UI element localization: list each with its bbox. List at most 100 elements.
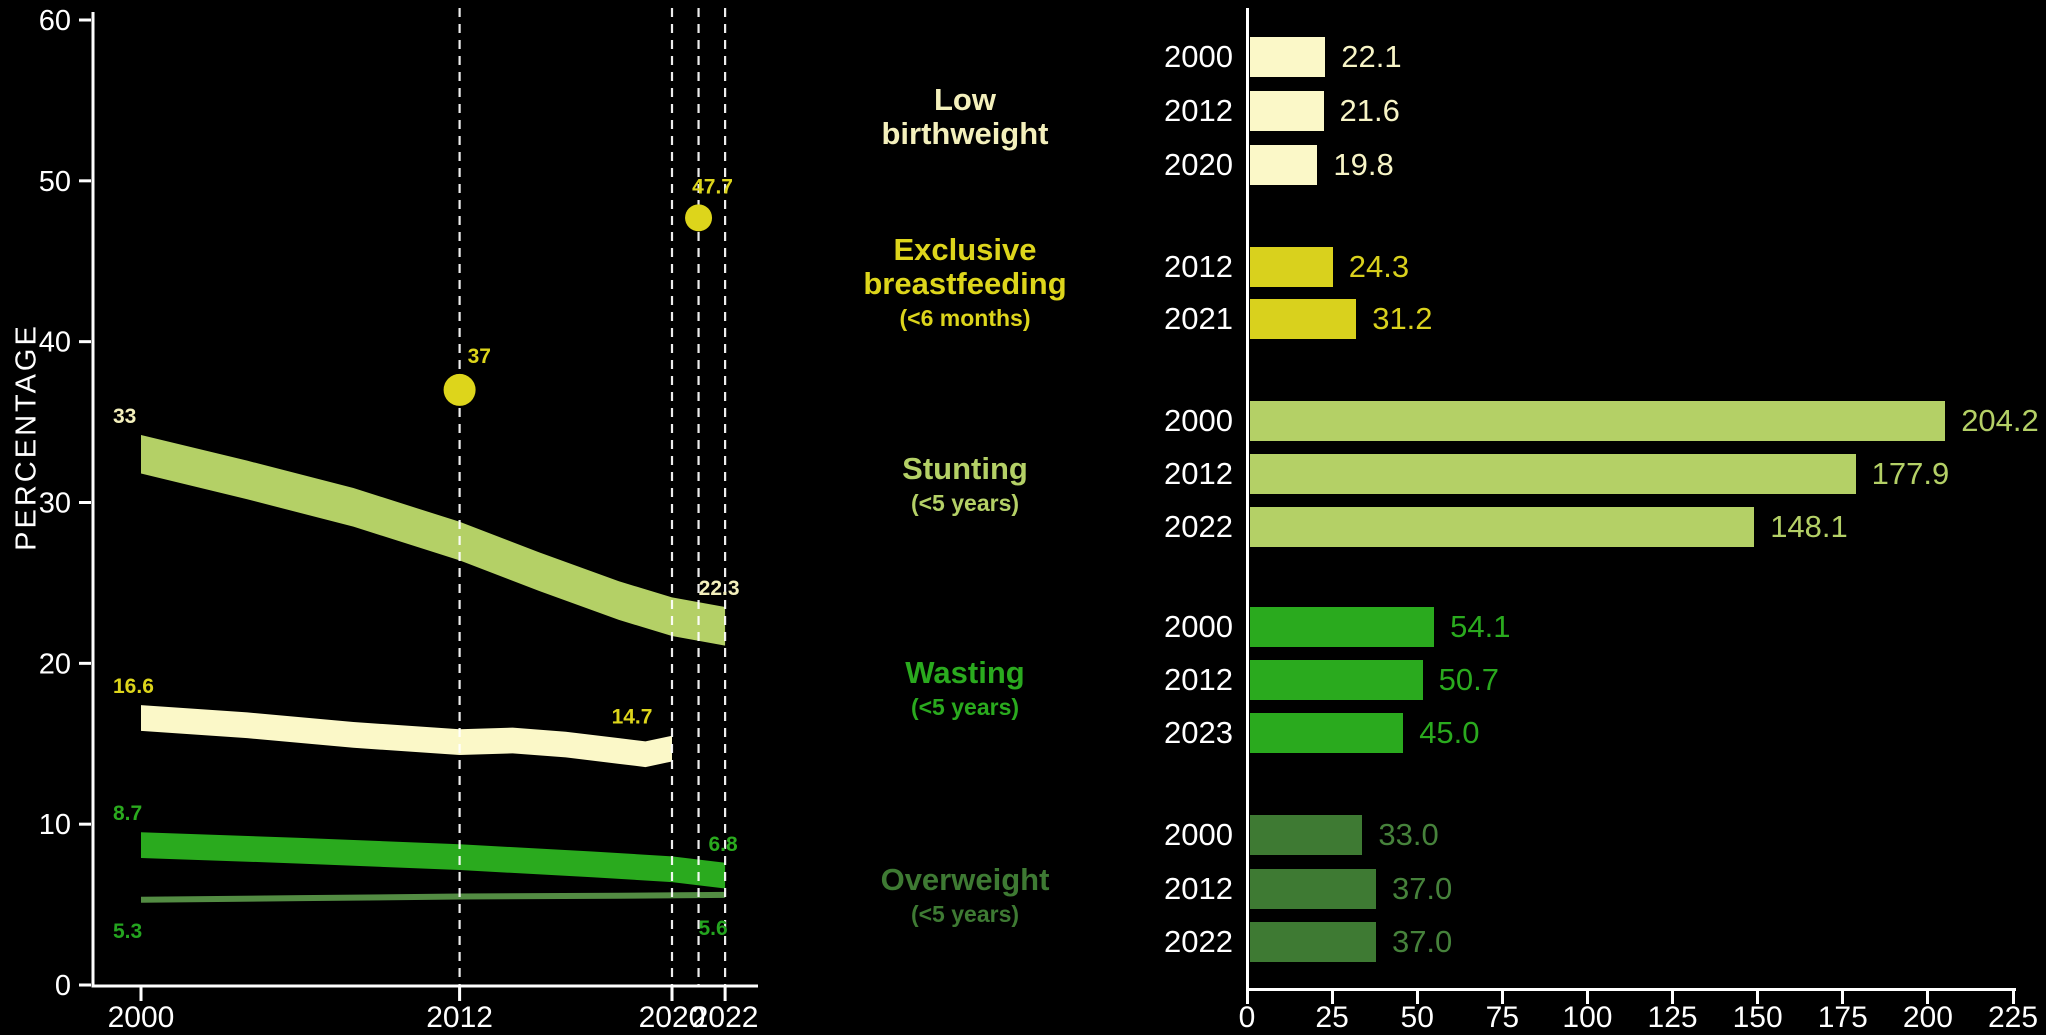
bar-low-birthweight-2020 [1250, 145, 1318, 185]
bar-year-label-overweight-2000: 2000 [1164, 817, 1233, 852]
band-stunting [141, 434, 726, 646]
bar-x-tick [1926, 991, 1930, 1004]
bar-value-overweight-2022: 37.0 [1391, 924, 1453, 959]
data-label: 33 [113, 405, 136, 428]
bar-y-axis-line [1246, 8, 1249, 991]
bar-x-tick-label: 75 [1485, 1001, 1520, 1034]
bar-x-tick [1245, 991, 1249, 1004]
bar-year-label-wasting-2023: 2023 [1164, 715, 1233, 750]
x-tick-label: 2020 [639, 1001, 706, 1034]
y-tick-label: 60 [39, 5, 71, 37]
breastfeeding-dot-2021 [685, 204, 713, 232]
y-axis-title: PERCENTAGE [10, 323, 43, 551]
y-tick-label: 40 [39, 327, 71, 359]
bar-year-label-stunting-2012: 2012 [1164, 456, 1233, 491]
data-label: 14.7 [612, 706, 653, 729]
category-sublabel: (<6 months) [899, 305, 1031, 331]
category-label-line: breastfeeding [863, 266, 1067, 301]
bar-value-wasting-2000: 54.1 [1450, 609, 1511, 644]
bar-x-tick-label: 50 [1400, 1001, 1434, 1034]
bar-x-tick [1671, 991, 1675, 1004]
data-label: 22.3 [699, 577, 740, 600]
bar-value-exclusive-breastfeeding-2012: 24.3 [1348, 249, 1410, 284]
bar-exclusive-breastfeeding-2012 [1250, 247, 1333, 287]
category-sublabel: (<5 years) [910, 490, 1020, 516]
bar-value-stunting-2012: 177.9 [1871, 456, 1950, 491]
bar-year-label-overweight-2012: 2012 [1164, 871, 1233, 906]
category-label-line: Stunting [902, 451, 1028, 486]
bar-low-birthweight-2000 [1250, 37, 1326, 77]
category-label-line: Exclusive [893, 232, 1037, 267]
bar-x-tick-label: 25 [1315, 1001, 1349, 1034]
y-tick-label: 0 [55, 970, 71, 1002]
bar-year-label-low-birthweight-2012: 2012 [1164, 93, 1233, 128]
bar-low-birthweight-2012 [1250, 91, 1324, 131]
category-label-low-birthweight: Low birthweight [790, 83, 1140, 151]
bar-x-tick [1500, 991, 1504, 1004]
bar-year-label-stunting-2000: 2000 [1164, 403, 1233, 438]
bar-x-tick-label: 0 [1238, 1001, 1256, 1034]
bar-wasting-2012 [1250, 660, 1423, 700]
bar-wasting-2023 [1250, 713, 1404, 753]
bar-x-tick [1585, 991, 1589, 1004]
bar-overweight-2012 [1250, 869, 1376, 909]
bar-value-low-birthweight-2012: 21.6 [1339, 93, 1400, 128]
bar-year-label-wasting-2012: 2012 [1164, 662, 1233, 697]
bar-value-low-birthweight-2000: 22.1 [1341, 39, 1402, 74]
data-label: 5.6 [698, 917, 727, 940]
bar-x-tick [1415, 991, 1419, 1004]
x-tick-label: 2022 [692, 1001, 759, 1034]
bar-x-tick-label: 175 [1817, 1001, 1868, 1034]
data-label: 37 [468, 345, 491, 368]
bar-value-stunting-2000: 204.2 [1961, 403, 2039, 438]
data-label: 16.6 [113, 675, 154, 698]
category-label-wasting: Wasting (<5 years) [790, 656, 1140, 722]
bar-stunting-2000 [1250, 401, 1946, 441]
bar-value-wasting-2012: 50.7 [1438, 662, 1499, 697]
bar-x-tick-label: 225 [1987, 1001, 2039, 1034]
bar-x-tick-label: 150 [1732, 1001, 1783, 1034]
bar-year-label-stunting-2022: 2022 [1164, 509, 1233, 544]
data-label: 5.3 [113, 920, 142, 943]
bar-x-axis-line [1246, 988, 2016, 991]
bar-x-tick-label: 125 [1647, 1001, 1698, 1034]
y-tick-label: 10 [39, 809, 71, 841]
category-sublabel: (<5 years) [910, 901, 1020, 927]
bar-year-label-overweight-2022: 2022 [1164, 924, 1233, 959]
bar-value-wasting-2023: 45.0 [1419, 715, 1480, 750]
category-label-exclusive-breastfeeding: Exclusive breastfeeding (<6 months) [790, 233, 1140, 333]
bar-value-exclusive-breastfeeding-2021: 31.2 [1372, 301, 1433, 336]
bar-stunting-2012 [1250, 454, 1856, 494]
bar-year-label-exclusive-breastfeeding-2021: 2021 [1164, 301, 1233, 336]
bar-value-low-birthweight-2020: 19.8 [1333, 147, 1394, 182]
bar-overweight-2000 [1250, 815, 1363, 855]
bar-x-tick [1841, 991, 1845, 1004]
breastfeeding-dot-2012 [443, 373, 476, 406]
bar-year-label-low-birthweight-2020: 2020 [1164, 147, 1233, 182]
x-tick-label: 2012 [426, 1001, 493, 1034]
category-label-stunting: Stunting (<5 years) [790, 452, 1140, 518]
bar-year-label-wasting-2000: 2000 [1164, 609, 1233, 644]
bar-x-tick [1330, 991, 1334, 1004]
bar-year-label-exclusive-breastfeeding-2012: 2012 [1164, 249, 1233, 284]
bar-value-stunting-2022: 148.1 [1770, 509, 1848, 544]
data-label: 6.8 [708, 833, 738, 856]
category-label-line: Low [934, 82, 996, 117]
bar-value-overweight-2012: 37.0 [1391, 871, 1453, 906]
data-label: 47.7 [692, 175, 733, 198]
category-label-line: birthweight [881, 116, 1049, 151]
category-label-line: Overweight [880, 862, 1050, 897]
category-sublabel: (<5 years) [910, 694, 1020, 720]
bar-x-tick-label: 100 [1562, 1001, 1613, 1034]
category-label-overweight: Overweight (<5 years) [790, 863, 1140, 929]
y-tick-label: 50 [39, 166, 71, 198]
bar-x-tick-label: 200 [1902, 1001, 1953, 1034]
bar-stunting-2022 [1250, 507, 1755, 547]
category-label-line: Wasting [905, 655, 1025, 690]
bar-overweight-2022 [1250, 922, 1376, 962]
bar-wasting-2000 [1250, 607, 1435, 647]
line-overweight [140, 891, 726, 903]
band-wasting [141, 832, 726, 889]
